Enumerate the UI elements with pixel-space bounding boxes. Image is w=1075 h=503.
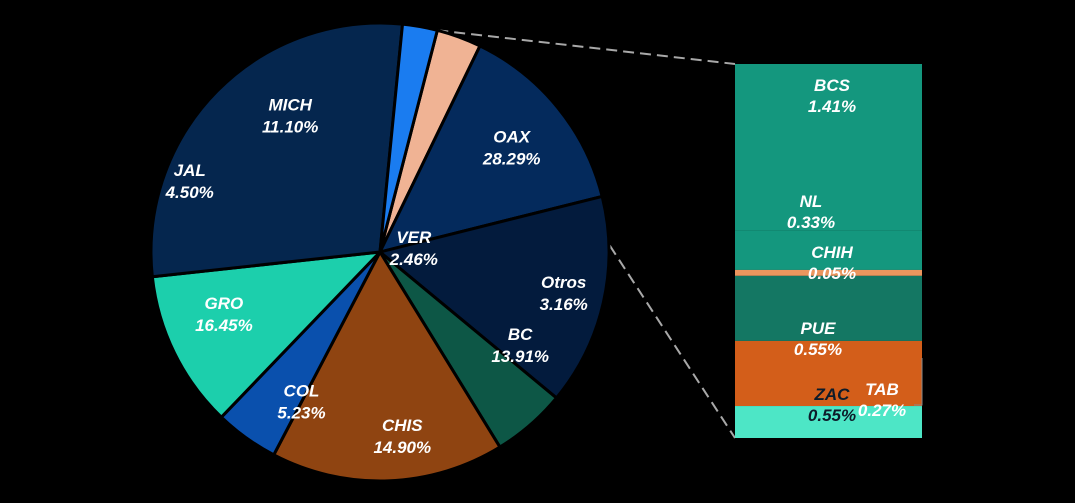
pie-slice-gro <box>272 250 502 483</box>
pie-slice-chis <box>378 194 611 400</box>
pie-label-chis: CHIS <box>382 416 423 435</box>
pie-value-col: 5.23% <box>277 404 325 423</box>
bar-label-tab: TAB <box>865 380 899 399</box>
pie-slice-oax <box>149 21 405 279</box>
bar-value-tab: 0.27% <box>858 401 906 420</box>
pie-label-otros: Otros <box>541 273 586 292</box>
bar-label-bcs: BCS <box>814 76 851 95</box>
bar-label-pue: PUE <box>801 319 837 338</box>
pie-slice-mich <box>150 250 382 419</box>
pie-value-ver: 2.46% <box>389 250 438 269</box>
pie-label-gro: GRO <box>205 294 244 313</box>
bar-value-nl: 0.33% <box>787 213 835 232</box>
pie-label-mich: MICH <box>268 96 312 115</box>
pie-label-ver: VER <box>396 228 432 247</box>
pie-label-oax: OAX <box>493 127 532 146</box>
pie-label-bc: BC <box>508 325 533 344</box>
bar-value-chih: 0.05% <box>808 264 856 283</box>
bar-label-zac: ZAC <box>814 385 851 404</box>
bar-segment-bcs <box>735 64 922 231</box>
bar-value-bcs: 1.41% <box>808 97 856 116</box>
pie-value-gro: 16.45% <box>195 316 253 335</box>
bar-segment-chih <box>735 269 922 276</box>
pie-value-bc: 13.91% <box>491 347 549 366</box>
pie-value-chis: 14.90% <box>373 438 431 457</box>
bar-label-chih: CHIH <box>811 243 853 262</box>
bar-segment-tab <box>735 406 922 438</box>
bar-segment-zac <box>735 340 922 407</box>
pie-value-mich: 11.10% <box>262 118 318 137</box>
pie-slice-ver <box>378 22 439 254</box>
pie-label-jal: JAL <box>174 161 206 180</box>
bar-segment-nl <box>735 230 922 270</box>
pie-value-jal: 4.50% <box>165 183 214 202</box>
pie-chart: Otros 3.16% BC 13.91% CHIS 14.90% COL 5.23% GRO 1… <box>149 21 611 483</box>
bar-value-pue: 0.55% <box>794 340 842 359</box>
pie-value-oax: 28.29% <box>482 149 541 168</box>
bar-label-nl: NL <box>800 192 823 211</box>
bar-segment-pue <box>735 275 922 341</box>
tab-leader-line <box>914 358 923 406</box>
pie-value-otros: 3.16% <box>540 295 588 314</box>
breakdown-stacked-bar: BCS 1.41% NL 0.33% CHIH 0.05% PUE 0.55% ZAC 0.55%… <box>735 64 923 438</box>
pie-label-col: COL <box>284 382 320 401</box>
bar-value-zac: 0.55% <box>808 406 856 425</box>
pie-slice-bc <box>378 44 604 254</box>
